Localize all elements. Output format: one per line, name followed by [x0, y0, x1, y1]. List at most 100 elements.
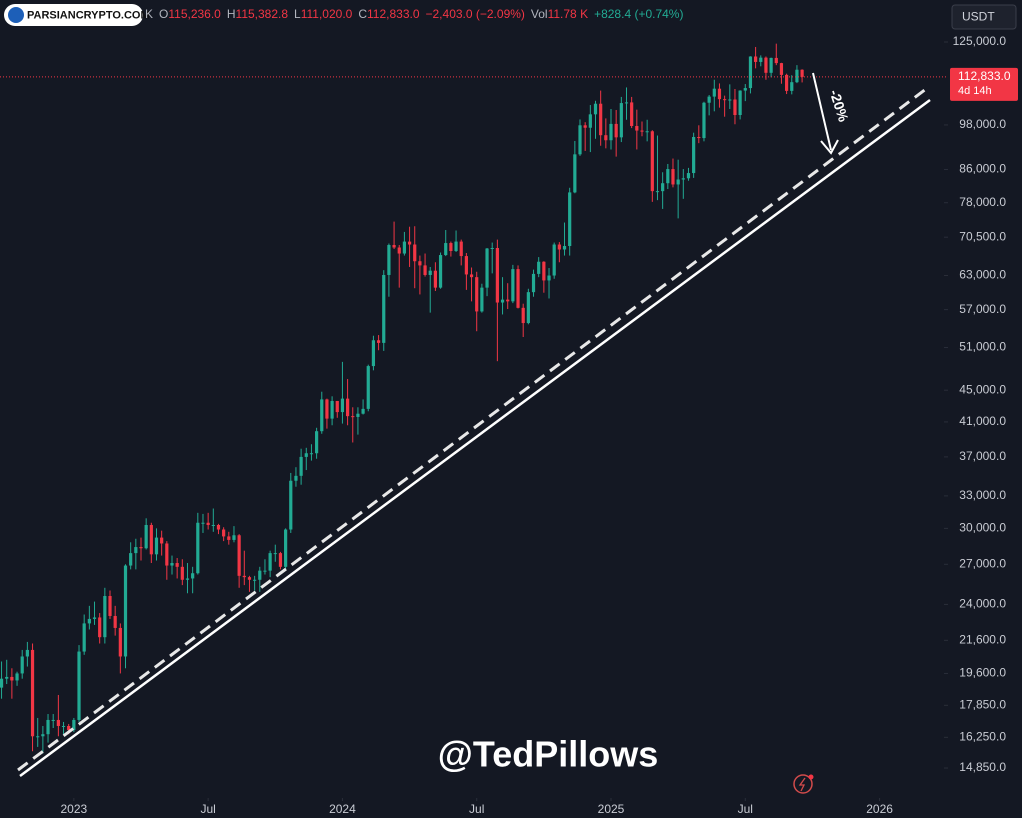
candle-body	[103, 596, 107, 638]
candle-body	[542, 261, 546, 281]
watermark: PARSIANCRYPTO.COM	[27, 9, 150, 21]
candle-body	[191, 573, 195, 579]
candle-body	[681, 178, 685, 180]
candle-body	[588, 114, 592, 128]
candle-body	[800, 69, 804, 77]
y-tick-label: 14,850.0	[959, 760, 1006, 774]
candle-body	[433, 270, 437, 288]
candle-body	[361, 408, 365, 414]
y-tick-label: 30,000.0	[959, 521, 1006, 535]
candle-body	[376, 340, 381, 343]
candle-body	[232, 535, 236, 540]
candle-body	[692, 136, 696, 174]
ohlc-value: 111,020.0	[301, 7, 353, 21]
arrow	[812, 72, 832, 151]
candle-body	[438, 255, 443, 288]
currency[interactable]: USDT	[962, 10, 995, 24]
x-tick-label: 2025	[598, 802, 625, 816]
candle-body	[485, 248, 489, 288]
x-tick-label: Jul	[200, 802, 215, 816]
candle-body	[573, 154, 577, 193]
candle-body	[382, 274, 386, 343]
candle-body	[30, 649, 35, 737]
candle-body	[273, 553, 277, 555]
candle-body	[36, 736, 40, 738]
candle-body	[134, 547, 138, 554]
y-tick-label: 27,000.0	[959, 556, 1006, 570]
volume-change: +828.4 (+0.74%)	[594, 7, 683, 21]
volume-key: Vol	[531, 7, 548, 21]
y-tick-label: 63,000.0	[959, 268, 1006, 282]
candle-body	[351, 416, 355, 418]
ohlc-key: H	[227, 7, 236, 21]
y-tick-label: 86,000.0	[959, 162, 1006, 176]
last-price-box	[950, 67, 1018, 101]
candle-body	[506, 299, 510, 302]
candle-body	[774, 57, 778, 64]
candle-body	[676, 179, 680, 185]
candle-body	[340, 398, 345, 413]
lightning-icon[interactable]	[793, 774, 813, 794]
arrow-head	[820, 139, 839, 155]
candle-body	[201, 522, 205, 524]
candle-body	[779, 63, 784, 75]
candle-body	[180, 566, 184, 580]
candle-body	[309, 453, 314, 455]
candle-body	[423, 265, 427, 275]
candle-body	[795, 69, 799, 83]
candle-body	[614, 123, 618, 138]
candle-body	[619, 103, 623, 138]
candle-body	[630, 102, 634, 126]
candle-body	[754, 56, 758, 62]
candle-body	[650, 131, 654, 192]
candle-body	[170, 563, 174, 566]
candle-body	[593, 103, 598, 115]
candle-body	[562, 246, 567, 250]
candle-body	[118, 627, 122, 657]
candle-body	[46, 719, 50, 735]
y-tick-label: 37,000.0	[959, 449, 1006, 463]
last-price-label: 112,833.0	[958, 69, 1011, 83]
x-tick-label: Jul	[469, 802, 484, 816]
y-tick-label: 125,000.0	[953, 34, 1007, 48]
candle-body	[526, 292, 530, 324]
candle-body	[764, 57, 768, 73]
candle-body	[464, 256, 468, 275]
candle-body	[500, 299, 505, 303]
ohlc-value: 112,833.0	[367, 7, 420, 21]
candle-body	[356, 413, 360, 417]
watermark-badge	[4, 4, 143, 26]
candle-body	[516, 269, 520, 308]
candle-body	[413, 244, 417, 262]
y-tick-label: 24,000.0	[959, 597, 1006, 611]
candle-body	[108, 596, 112, 616]
candle-body	[10, 676, 14, 681]
candle-body	[671, 169, 675, 185]
candle-body	[289, 480, 293, 530]
candle-body	[345, 398, 350, 417]
candle-body	[5, 676, 9, 679]
candle-body	[299, 456, 303, 476]
candle-body	[557, 244, 561, 250]
candle-body	[227, 536, 231, 540]
candle-body	[428, 270, 432, 275]
candle-body	[759, 57, 763, 62]
candle-body	[738, 90, 742, 116]
candle-body	[20, 656, 24, 674]
candle-body	[263, 570, 267, 572]
candle-body	[253, 579, 257, 581]
candle-body	[237, 535, 241, 576]
candle-body	[728, 99, 732, 101]
candle-body	[723, 99, 727, 101]
candle-body	[599, 103, 603, 136]
candle-body	[25, 649, 29, 657]
candle-body	[185, 578, 190, 580]
candle-body	[743, 88, 747, 91]
candle-body	[72, 719, 76, 731]
candle-body	[407, 241, 412, 245]
candle-body	[51, 719, 55, 721]
trend-line	[19, 98, 931, 778]
currency-box[interactable]	[951, 4, 1017, 30]
candle-body	[418, 261, 422, 266]
